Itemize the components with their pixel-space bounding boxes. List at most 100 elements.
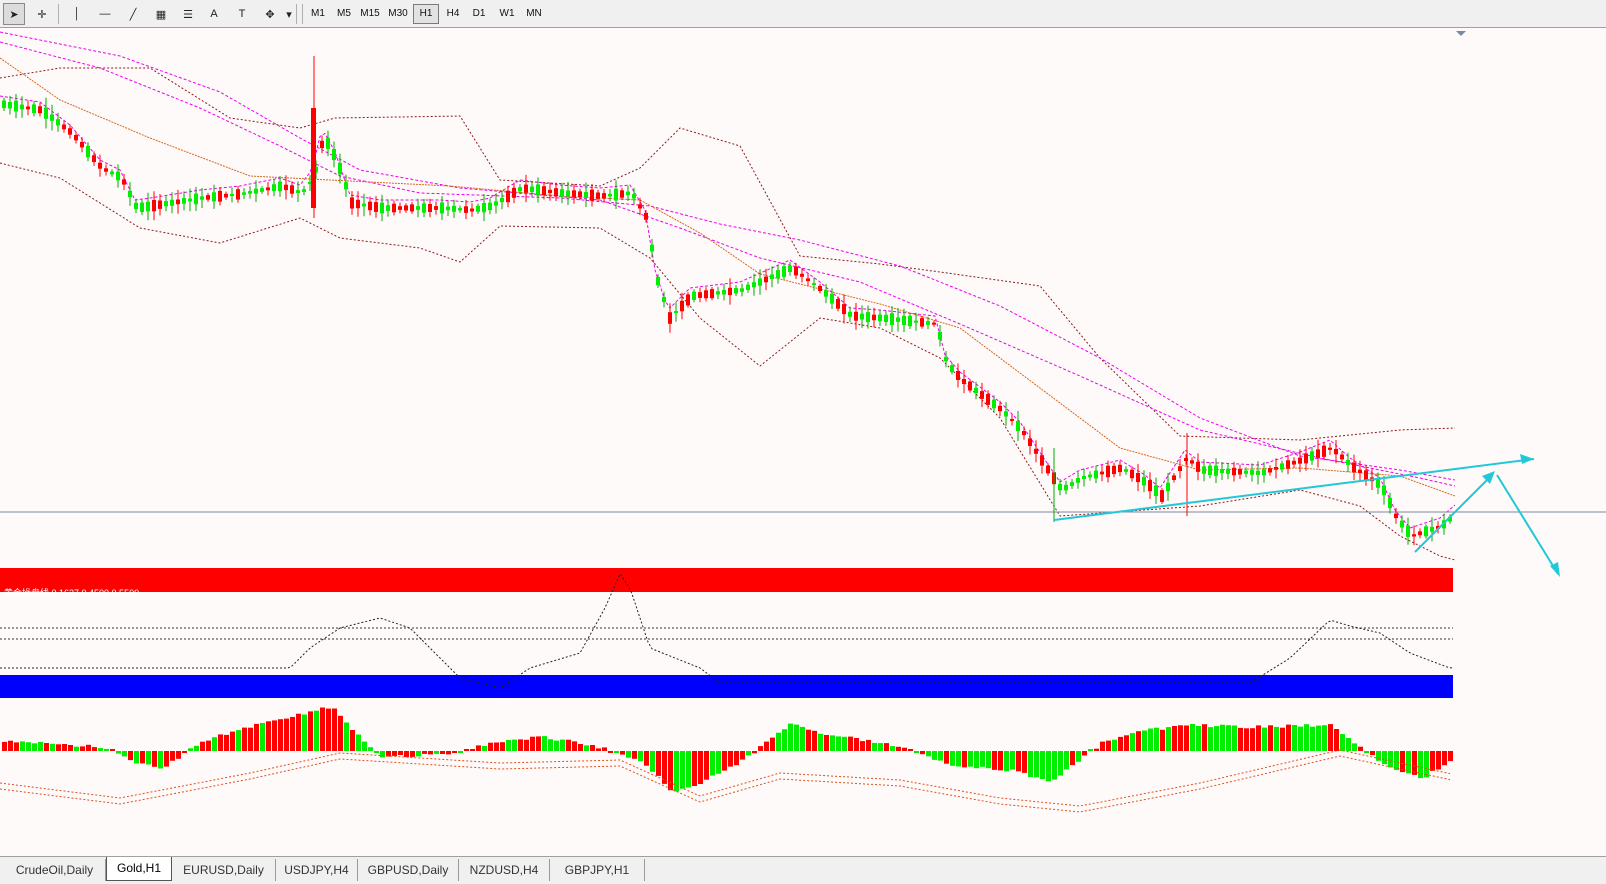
candle-body bbox=[1316, 449, 1320, 458]
histogram-bar bbox=[590, 745, 595, 751]
candle-body bbox=[338, 162, 342, 175]
candle-body bbox=[902, 315, 906, 325]
candle-body bbox=[254, 188, 258, 194]
vertical-line-icon[interactable]: │ bbox=[73, 8, 81, 20]
histogram-bar bbox=[1406, 751, 1411, 774]
candle-body bbox=[590, 189, 594, 201]
histogram-bar bbox=[608, 751, 613, 753]
histogram-bar bbox=[806, 729, 811, 751]
symbol-tab[interactable]: Gold,H1 bbox=[106, 857, 172, 881]
candle-body bbox=[170, 199, 174, 206]
candle-body bbox=[1058, 483, 1062, 491]
candle-body bbox=[890, 313, 894, 325]
timeframe-m15-button[interactable]: M15 bbox=[360, 8, 380, 19]
candle-body bbox=[86, 146, 90, 158]
candle-body bbox=[1256, 470, 1260, 475]
candle-body bbox=[1094, 470, 1098, 479]
channel-icon[interactable]: ▦ bbox=[155, 8, 167, 21]
timeframe-mn-button[interactable]: MN bbox=[526, 8, 542, 19]
timeframe-h4-button[interactable]: H4 bbox=[446, 8, 460, 19]
histogram-bar bbox=[734, 751, 739, 766]
cursor-icon[interactable]: ➤ bbox=[3, 3, 25, 25]
histogram-bar bbox=[1244, 728, 1249, 751]
candle-body bbox=[92, 155, 96, 162]
symbol-tab[interactable]: NZDUSD,H4 bbox=[459, 859, 550, 881]
histogram-bar bbox=[1154, 727, 1159, 751]
histogram-bar bbox=[14, 742, 19, 751]
histogram-bar bbox=[1064, 751, 1069, 770]
timeframe-m5-button[interactable]: M5 bbox=[337, 8, 351, 19]
candle-body bbox=[386, 205, 390, 211]
candle-body bbox=[1166, 482, 1170, 492]
timeframe-w1-button[interactable]: W1 bbox=[499, 8, 515, 19]
histogram-bar bbox=[32, 743, 37, 751]
histogram-bar bbox=[164, 751, 169, 767]
candle-body bbox=[1262, 469, 1266, 476]
histogram-bar bbox=[494, 742, 499, 751]
chart-area[interactable] bbox=[0, 28, 1606, 856]
candle-body bbox=[302, 189, 306, 192]
histogram-bar bbox=[512, 739, 517, 751]
fibonacci-icon[interactable]: ☰ bbox=[183, 8, 193, 21]
histogram-bar bbox=[710, 751, 715, 776]
histogram-bar bbox=[1316, 725, 1321, 751]
histogram-bar bbox=[332, 708, 337, 751]
histogram-bar bbox=[1178, 725, 1183, 751]
symbol-tab[interactable]: EURUSD,Daily bbox=[172, 859, 276, 881]
histogram-bar bbox=[518, 739, 523, 751]
candle-body bbox=[428, 204, 432, 212]
candle-body bbox=[824, 290, 828, 297]
symbol-tab[interactable]: GBPJPY,H1 bbox=[550, 859, 645, 881]
timeframe-d1-button[interactable]: D1 bbox=[472, 8, 486, 19]
histogram-bar bbox=[602, 747, 607, 751]
histogram-bar bbox=[266, 721, 271, 751]
candle-body bbox=[1124, 469, 1128, 472]
histogram-bar bbox=[1256, 725, 1261, 751]
candle-body bbox=[644, 212, 648, 220]
arrows-icon[interactable]: ✥ bbox=[265, 8, 275, 21]
candle-body bbox=[674, 311, 678, 313]
histogram-bar bbox=[68, 745, 73, 751]
histogram-bar bbox=[902, 747, 907, 751]
histogram-bar bbox=[416, 751, 421, 757]
timeframe-m30-button[interactable]: M30 bbox=[388, 8, 408, 19]
candle-body bbox=[788, 265, 792, 272]
symbol-tab[interactable]: USDJPY,H4 bbox=[276, 859, 358, 881]
candle-body bbox=[212, 192, 216, 202]
histogram-bar bbox=[314, 710, 319, 751]
histogram-bar bbox=[1022, 751, 1027, 773]
candle-body bbox=[794, 266, 798, 276]
candle-body bbox=[56, 119, 60, 126]
candle-body bbox=[1010, 419, 1014, 421]
text-icon[interactable]: A bbox=[210, 8, 218, 20]
indicator-blue-band bbox=[0, 675, 1453, 698]
candle-body bbox=[554, 188, 558, 197]
histogram-bar bbox=[422, 751, 427, 754]
timeframe-h1-button[interactable]: H1 bbox=[413, 4, 439, 24]
chart-shift-marker-icon bbox=[1456, 31, 1466, 36]
symbol-tab[interactable]: GBPUSD,Daily bbox=[358, 859, 459, 881]
text-label-icon[interactable]: T bbox=[238, 8, 246, 20]
candle-body bbox=[992, 399, 996, 409]
candle-body bbox=[578, 191, 582, 198]
histogram-bar bbox=[254, 723, 259, 751]
histogram-bar bbox=[1046, 751, 1051, 782]
horizontal-line-icon[interactable]: ― bbox=[99, 8, 111, 20]
symbol-tab[interactable]: CrudeOil,Daily bbox=[4, 859, 106, 881]
histogram-bar bbox=[128, 751, 133, 761]
histogram-bar bbox=[428, 751, 433, 755]
histogram-bar bbox=[680, 751, 685, 789]
candle-body bbox=[1412, 534, 1416, 537]
candle-body bbox=[458, 208, 462, 211]
candle-body bbox=[728, 287, 732, 296]
candle-body bbox=[44, 107, 48, 119]
histogram-bar bbox=[1412, 751, 1417, 775]
dropdown-icon[interactable]: ▾ bbox=[286, 8, 292, 21]
crosshair-icon[interactable]: ✛ bbox=[37, 8, 47, 21]
trendline-icon[interactable]: ╱ bbox=[129, 8, 137, 21]
histogram-bar bbox=[1328, 724, 1333, 751]
candle-body bbox=[506, 190, 510, 203]
candle-body bbox=[452, 205, 456, 212]
timeframe-m1-button[interactable]: M1 bbox=[311, 8, 325, 19]
candle-body bbox=[668, 312, 672, 324]
